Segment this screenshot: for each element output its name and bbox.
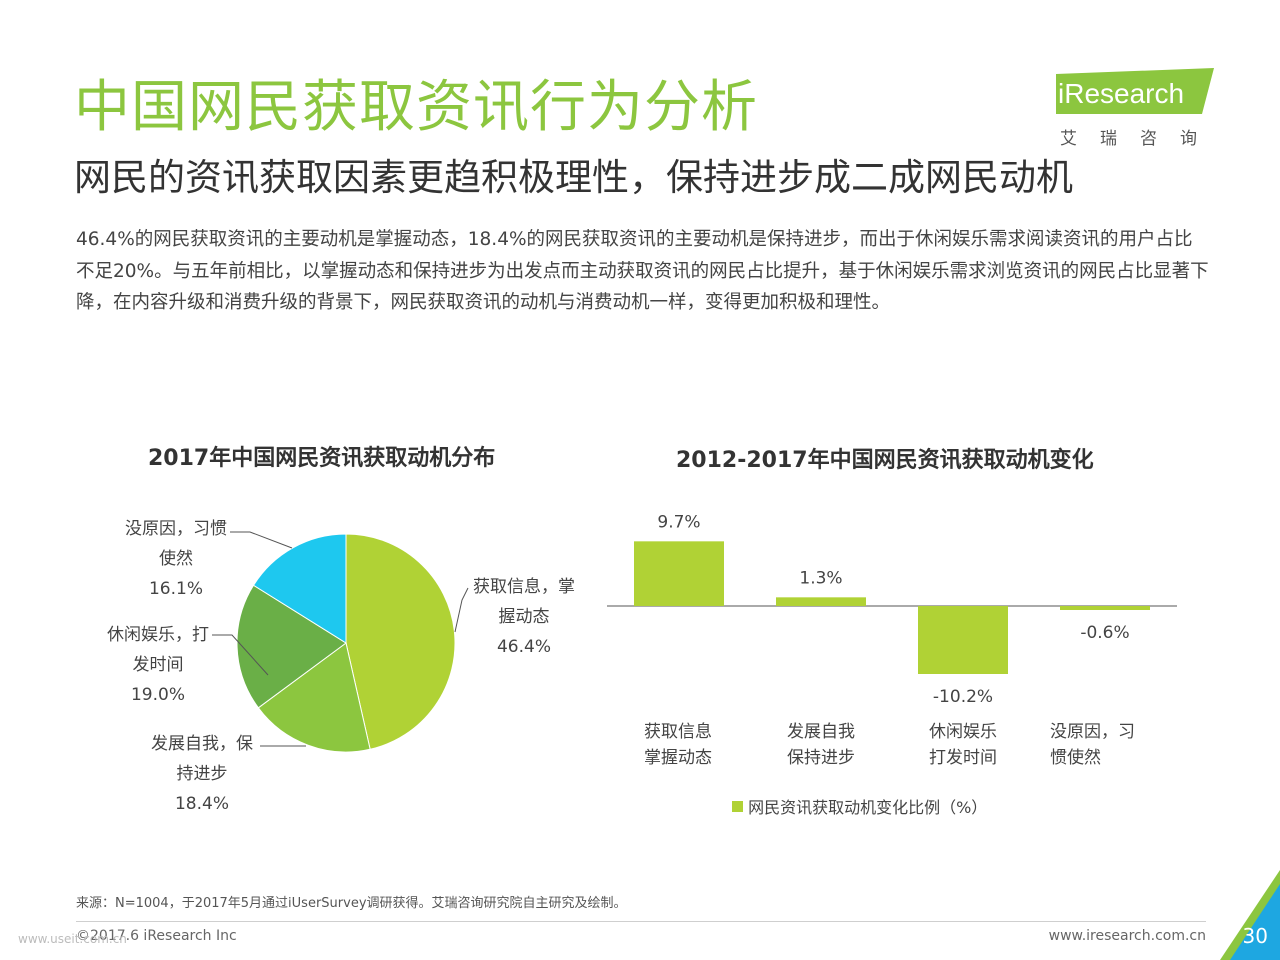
bar-category-4-line1: 没原因，习 xyxy=(1050,722,1135,742)
bar-chart-title: 2012-2017年中国网民资讯获取动机变化 xyxy=(676,448,1094,473)
bar-category-2-line1: 发展自我 xyxy=(787,722,855,742)
footer-copyright: ©2017.6 iResearch Inc xyxy=(76,928,237,944)
pie-leader-line xyxy=(230,531,293,549)
bar-value-label-2: 1.3% xyxy=(799,568,842,588)
bar-category-3: 休闲娱乐 打发时间 xyxy=(903,719,1023,771)
pie-label-habit: 没原因，习惯 使然 16.1% xyxy=(114,514,238,604)
pie-label-info-value: 46.4% xyxy=(496,637,551,657)
pie-label-leisure: 休闲娱乐，打 发时间 19.0% xyxy=(96,620,220,710)
logo-chinese-name: 艾瑞咨询 xyxy=(1060,129,1220,149)
iresearch-logo: iResearch 艾瑞咨询 xyxy=(1052,68,1222,152)
bar-value-label-4: -0.6% xyxy=(1080,623,1129,643)
pie-label-progress-line1: 发展自我，保 xyxy=(151,734,253,754)
bar-legend-swatch xyxy=(732,800,743,812)
bar-2 xyxy=(776,597,866,606)
bar-4 xyxy=(1060,606,1150,610)
bar-1 xyxy=(634,541,724,606)
bar-category-4: 没原因，习 惯使然 xyxy=(1050,719,1170,771)
bar-category-1: 获取信息 掌握动态 xyxy=(618,719,738,771)
logo-badge-shape xyxy=(1056,68,1214,114)
page-number: 30 xyxy=(1242,924,1268,948)
pie-chart-title: 2017年中国网民资讯获取动机分布 xyxy=(148,446,496,471)
page-corner-triangle xyxy=(1220,870,1280,960)
bar-legend: 网民资讯获取动机变化比例（%） xyxy=(732,794,987,818)
pie-label-progress-value: 18.4% xyxy=(174,794,229,814)
bar-3 xyxy=(918,606,1008,674)
bar-category-3-line2: 打发时间 xyxy=(929,748,997,768)
bar-category-3-line1: 休闲娱乐 xyxy=(929,722,997,742)
bar-category-4-line2: 惯使然 xyxy=(1050,748,1101,768)
pie-label-leisure-value: 19.0% xyxy=(130,685,185,705)
pie-label-progress-line2: 持进步 xyxy=(176,764,228,784)
pie-label-habit-value: 16.1% xyxy=(148,579,203,599)
pie-slice-progress xyxy=(257,642,371,753)
bar-category-1-line2: 掌握动态 xyxy=(644,748,712,768)
bar-value-label-3: -10.2% xyxy=(933,687,993,707)
pie-label-info-line1: 获取信息，掌 xyxy=(473,577,575,597)
pie-slice-info xyxy=(345,533,456,750)
page-subtitle: 网民的资讯获取因素更趋积极理性，保持进步成二成网民动机 xyxy=(74,156,1073,199)
pie-leader-line xyxy=(212,634,269,676)
footer-source: 来源：N=1004，于2017年5月通过iUserSurvey调研获得。艾瑞咨询… xyxy=(76,896,627,911)
pie-slice-habit xyxy=(252,533,347,644)
bar-category-2: 发展自我 保持进步 xyxy=(761,719,881,771)
pie-label-progress: 发展自我，保 持进步 18.4% xyxy=(140,729,264,819)
watermark: www.useit.com.cn xyxy=(18,932,127,946)
pie-label-leisure-line1: 休闲娱乐，打 xyxy=(107,625,209,645)
bar-category-1-line1: 获取信息 xyxy=(644,722,712,742)
pie-label-habit-line1: 没原因，习惯 xyxy=(125,519,227,539)
footer-url[interactable]: www.iresearch.com.cn xyxy=(1048,928,1206,944)
intro-paragraph: 46.4%的网民获取资讯的主要动机是掌握动态，18.4%的网民获取资讯的主要动机… xyxy=(76,229,1209,313)
pie-label-info-line2: 握动态 xyxy=(498,607,550,627)
logo-wordmark: iResearch xyxy=(1058,78,1185,109)
pie-label-leisure-line2: 发时间 xyxy=(132,655,184,675)
pie-label-info: 获取信息，掌 握动态 46.4% xyxy=(462,572,586,662)
footer-divider xyxy=(76,921,1206,922)
pie-label-habit-line2: 使然 xyxy=(159,549,193,569)
bar-legend-label: 网民资讯获取动机变化比例（%） xyxy=(748,798,988,817)
bar-value-label-1: 9.7% xyxy=(657,512,700,532)
pie-slice-leisure xyxy=(236,584,347,709)
bar-category-2-line2: 保持进步 xyxy=(787,748,855,768)
page-title: 中国网民获取资讯行为分析 xyxy=(74,75,758,140)
